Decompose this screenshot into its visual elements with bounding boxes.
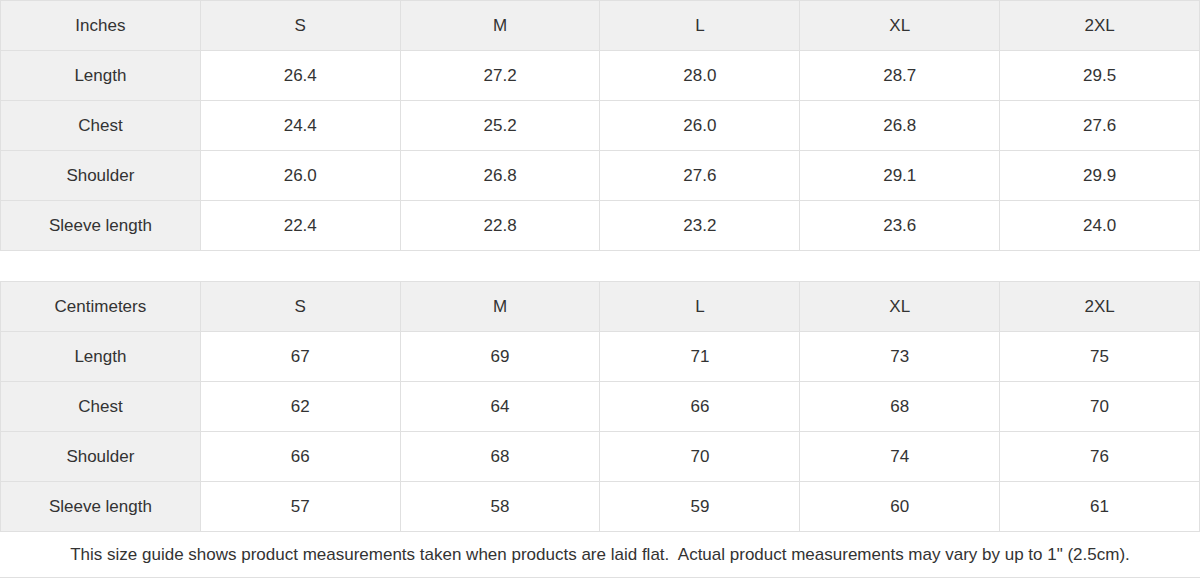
- header-row: InchesSMLXL2XL: [1, 1, 1200, 51]
- measurement-cell: 29.9: [1000, 151, 1200, 201]
- measurement-cell: 66: [200, 432, 400, 482]
- measurement-cell: 27.6: [1000, 101, 1200, 151]
- measurement-cell: 23.2: [600, 201, 800, 251]
- size-header: L: [600, 1, 800, 51]
- table-row: Sleeve length22.422.823.223.624.0: [1, 201, 1200, 251]
- measurement-cell: 70: [600, 432, 800, 482]
- measurement-cell: 28.7: [800, 51, 1000, 101]
- size-header: L: [600, 282, 800, 332]
- table-row: Length26.427.228.028.729.5: [1, 51, 1200, 101]
- header-row: CentimetersSMLXL2XL: [1, 282, 1200, 332]
- size-header: 2XL: [1000, 1, 1200, 51]
- centimeters-size-table: CentimetersSMLXL2XLLength6769717375Chest…: [0, 281, 1200, 532]
- measurement-cell: 29.5: [1000, 51, 1200, 101]
- table-row: Sleeve length5758596061: [1, 482, 1200, 532]
- size-header: XL: [800, 1, 1000, 51]
- measurement-cell: 61: [1000, 482, 1200, 532]
- measurement-cell: 68: [400, 432, 600, 482]
- measurement-cell: 58: [400, 482, 600, 532]
- size-guide-note: This size guide shows product measuremen…: [0, 532, 1200, 578]
- measurement-cell: 22.4: [200, 201, 400, 251]
- table-gap: [0, 251, 1200, 281]
- measurement-cell: 76: [1000, 432, 1200, 482]
- row-label: Shoulder: [1, 432, 201, 482]
- measurement-cell: 26.0: [600, 101, 800, 151]
- size-header: S: [200, 1, 400, 51]
- table-row: Shoulder26.026.827.629.129.9: [1, 151, 1200, 201]
- measurement-cell: 59: [600, 482, 800, 532]
- size-header: 2XL: [1000, 282, 1200, 332]
- measurement-cell: 57: [200, 482, 400, 532]
- table-row: Length6769717375: [1, 332, 1200, 382]
- measurement-cell: 23.6: [800, 201, 1000, 251]
- measurement-cell: 26.8: [400, 151, 600, 201]
- measurement-cell: 26.4: [200, 51, 400, 101]
- unit-header: Inches: [1, 1, 201, 51]
- measurement-cell: 60: [800, 482, 1000, 532]
- row-label: Chest: [1, 382, 201, 432]
- measurement-cell: 27.2: [400, 51, 600, 101]
- measurement-cell: 26.8: [800, 101, 1000, 151]
- measurement-cell: 27.6: [600, 151, 800, 201]
- measurement-cell: 24.4: [200, 101, 400, 151]
- table-row: Chest6264666870: [1, 382, 1200, 432]
- measurement-cell: 68: [800, 382, 1000, 432]
- table-row: Chest24.425.226.026.827.6: [1, 101, 1200, 151]
- size-header: M: [400, 1, 600, 51]
- measurement-cell: 67: [200, 332, 400, 382]
- row-label: Chest: [1, 101, 201, 151]
- size-header: S: [200, 282, 400, 332]
- measurement-cell: 28.0: [600, 51, 800, 101]
- unit-header: Centimeters: [1, 282, 201, 332]
- row-label: Sleeve length: [1, 201, 201, 251]
- row-label: Sleeve length: [1, 482, 201, 532]
- measurement-cell: 24.0: [1000, 201, 1200, 251]
- row-label: Length: [1, 51, 201, 101]
- inches-size-table: InchesSMLXL2XLLength26.427.228.028.729.5…: [0, 0, 1200, 251]
- measurement-cell: 66: [600, 382, 800, 432]
- measurement-cell: 62: [200, 382, 400, 432]
- measurement-cell: 74: [800, 432, 1000, 482]
- measurement-cell: 75: [1000, 332, 1200, 382]
- size-header: M: [400, 282, 600, 332]
- measurement-cell: 71: [600, 332, 800, 382]
- measurement-cell: 22.8: [400, 201, 600, 251]
- measurement-cell: 70: [1000, 382, 1200, 432]
- size-guide: InchesSMLXL2XLLength26.427.228.028.729.5…: [0, 0, 1200, 578]
- measurement-cell: 25.2: [400, 101, 600, 151]
- table-row: Shoulder6668707476: [1, 432, 1200, 482]
- measurement-cell: 69: [400, 332, 600, 382]
- measurement-cell: 26.0: [200, 151, 400, 201]
- measurement-cell: 73: [800, 332, 1000, 382]
- measurement-cell: 29.1: [800, 151, 1000, 201]
- row-label: Length: [1, 332, 201, 382]
- size-header: XL: [800, 282, 1000, 332]
- measurement-cell: 64: [400, 382, 600, 432]
- row-label: Shoulder: [1, 151, 201, 201]
